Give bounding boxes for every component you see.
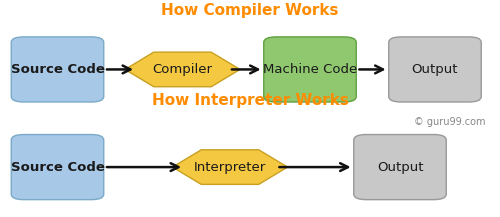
Text: Source Code: Source Code <box>10 161 104 174</box>
FancyBboxPatch shape <box>12 37 104 102</box>
FancyBboxPatch shape <box>389 37 481 102</box>
Text: Compiler: Compiler <box>152 63 212 76</box>
FancyBboxPatch shape <box>12 135 104 200</box>
Text: Source Code: Source Code <box>10 63 104 76</box>
FancyBboxPatch shape <box>354 135 446 200</box>
Text: Machine Code: Machine Code <box>263 63 357 76</box>
Text: Output: Output <box>377 161 423 174</box>
Text: Interpreter: Interpreter <box>194 161 266 174</box>
Text: © guru99.com: © guru99.com <box>414 117 485 127</box>
Polygon shape <box>172 150 288 184</box>
Text: How Interpreter Works: How Interpreter Works <box>152 93 348 108</box>
Text: Output: Output <box>412 63 458 76</box>
Text: How Compiler Works: How Compiler Works <box>161 3 339 18</box>
FancyBboxPatch shape <box>264 37 356 102</box>
Polygon shape <box>125 52 240 87</box>
